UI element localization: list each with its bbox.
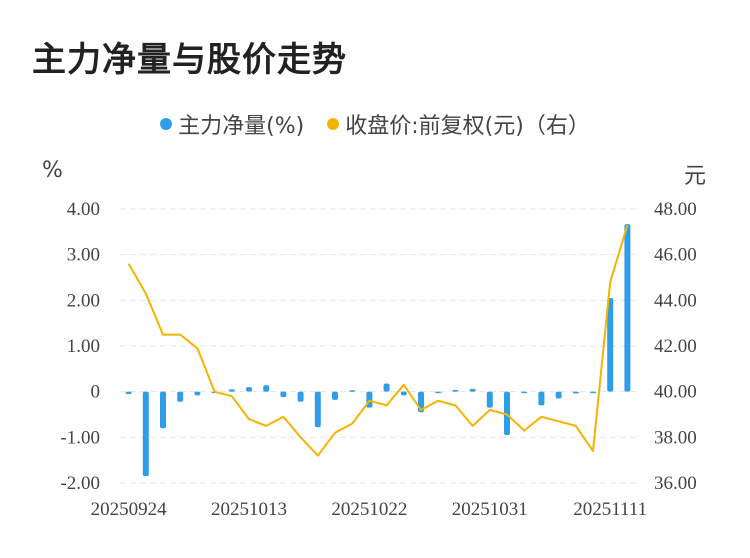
left-tick-label: 2.00 bbox=[67, 290, 100, 311]
bar[interactable] bbox=[263, 385, 270, 392]
right-tick-label: 48.00 bbox=[654, 199, 697, 220]
bar[interactable] bbox=[142, 391, 149, 477]
bar[interactable] bbox=[194, 391, 201, 396]
right-tick-label: 42.00 bbox=[654, 336, 697, 357]
bar[interactable] bbox=[607, 298, 614, 392]
bar[interactable] bbox=[314, 391, 321, 428]
bar[interactable] bbox=[280, 391, 287, 398]
bar[interactable] bbox=[504, 391, 510, 436]
bar[interactable] bbox=[521, 391, 528, 394]
price-line[interactable] bbox=[127, 224, 629, 457]
x-tick-label: 20250924 bbox=[91, 499, 168, 520]
bar[interactable] bbox=[452, 389, 459, 392]
legend-line-dot-icon bbox=[327, 118, 340, 130]
bar[interactable] bbox=[297, 391, 304, 402]
right-axis-unit: 元 bbox=[684, 164, 707, 189]
bar[interactable] bbox=[366, 391, 373, 408]
bar[interactable] bbox=[624, 224, 631, 392]
bar[interactable] bbox=[486, 391, 493, 408]
left-tick-label: 0 bbox=[91, 382, 101, 403]
bar[interactable] bbox=[332, 391, 338, 400]
left-axis-unit: % bbox=[42, 158, 63, 183]
x-tick-label: 20251111 bbox=[573, 499, 647, 520]
bar[interactable] bbox=[228, 389, 235, 392]
left-tick-label: -1.00 bbox=[60, 427, 100, 448]
bar[interactable] bbox=[246, 387, 252, 392]
bar[interactable] bbox=[177, 391, 184, 402]
legend-item-line[interactable]: 收盘价:前复权(元)（右） bbox=[327, 108, 590, 140]
right-tick-label: 44.00 bbox=[654, 290, 697, 311]
bar[interactable] bbox=[125, 391, 132, 394]
x-tick-label: 20251022 bbox=[331, 499, 407, 520]
x-tick-label: 20251031 bbox=[452, 499, 528, 520]
bar[interactable] bbox=[160, 391, 166, 429]
bar[interactable] bbox=[383, 383, 390, 392]
bar[interactable] bbox=[400, 391, 407, 396]
left-tick-label: 3.00 bbox=[67, 245, 100, 266]
bar[interactable] bbox=[469, 388, 476, 392]
legend-item-bar[interactable]: 主力净量(%) bbox=[160, 108, 304, 140]
bar[interactable] bbox=[572, 391, 579, 394]
left-tick-label: -2.00 bbox=[60, 473, 100, 494]
left-tick-label: 4.00 bbox=[67, 199, 100, 220]
right-tick-label: 46.00 bbox=[654, 245, 697, 266]
left-tick-label: 1.00 bbox=[67, 336, 100, 357]
bar[interactable] bbox=[555, 391, 562, 399]
legend-bar-dot-icon bbox=[160, 118, 173, 130]
right-tick-label: 38.00 bbox=[654, 427, 697, 448]
chart-title: 主力净量与股价走势 bbox=[32, 40, 347, 80]
right-tick-label: 36.00 bbox=[654, 473, 697, 494]
x-tick-label: 20251013 bbox=[211, 499, 287, 520]
bar[interactable] bbox=[538, 391, 545, 406]
legend-bar-label: 主力净量(%) bbox=[178, 114, 305, 139]
legend-line-label: 收盘价:前复权(元)（右） bbox=[345, 114, 590, 139]
right-tick-label: 40.00 bbox=[654, 382, 697, 403]
legend: 主力净量(%) 收盘价:前复权(元)（右） bbox=[0, 108, 750, 140]
bar[interactable] bbox=[435, 391, 442, 394]
bar[interactable] bbox=[349, 390, 356, 392]
bar[interactable] bbox=[590, 391, 596, 394]
